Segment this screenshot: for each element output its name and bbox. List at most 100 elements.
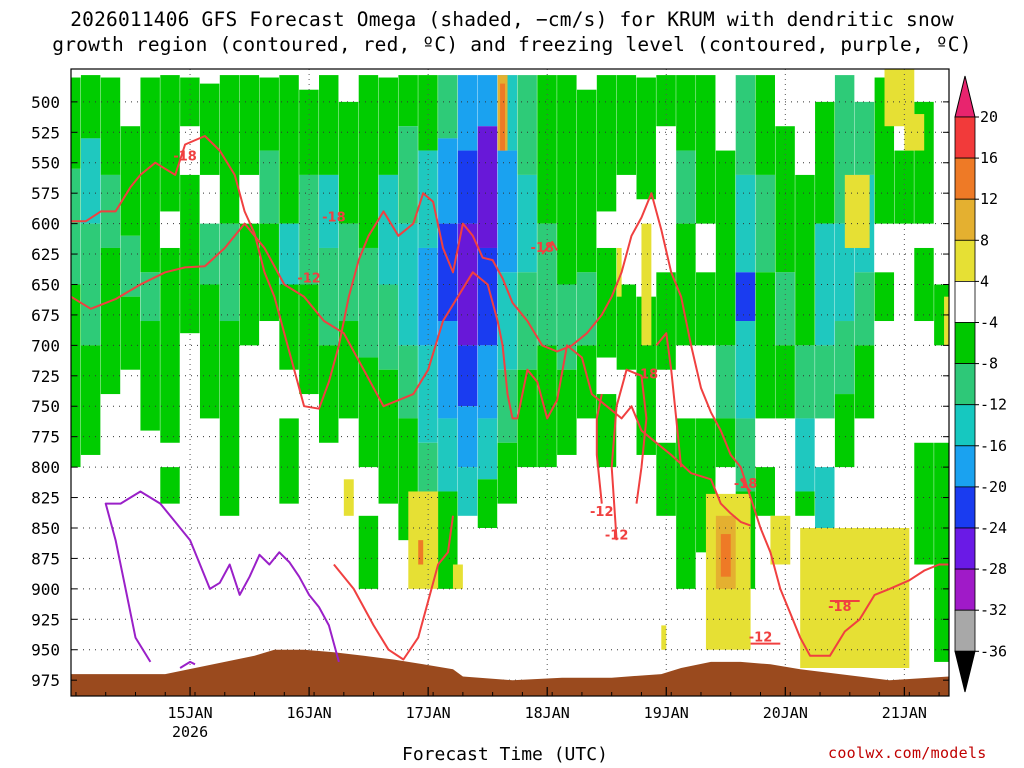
omega-cell bbox=[438, 321, 458, 419]
x-tick-label: 16JAN bbox=[287, 704, 332, 722]
y-tick-label: 900 bbox=[31, 580, 60, 599]
omega-cell bbox=[418, 540, 424, 565]
omega-cell bbox=[120, 296, 141, 370]
omega-cell bbox=[795, 345, 815, 419]
colorbar-segment bbox=[954, 568, 976, 611]
dgz-contour bbox=[595, 393, 603, 504]
omega-cell bbox=[800, 527, 910, 668]
omega-cell bbox=[259, 77, 279, 151]
omega-cell bbox=[676, 150, 696, 224]
omega-cell bbox=[497, 150, 518, 273]
omega-cell bbox=[596, 247, 617, 358]
colorbar-top-arrow bbox=[954, 75, 976, 118]
dgz-contour bbox=[333, 515, 454, 661]
omega-cell bbox=[358, 515, 379, 589]
dgz-contour bbox=[655, 332, 683, 468]
colorbar-label: -36 bbox=[980, 642, 1007, 660]
omega-cell bbox=[457, 150, 478, 224]
omega-cell bbox=[795, 491, 815, 516]
omega-cell bbox=[398, 345, 418, 419]
omega-cell bbox=[854, 345, 875, 419]
colorbar-label: -20 bbox=[980, 478, 1007, 496]
colorbar-label: -12 bbox=[980, 396, 1007, 414]
x-tick-label: 15JAN bbox=[167, 704, 212, 722]
omega-cell bbox=[477, 479, 498, 528]
y-tick-label: 775 bbox=[31, 428, 60, 447]
y-tick-label: 750 bbox=[31, 397, 60, 416]
omega-cell bbox=[576, 345, 597, 419]
colorbar: 20 16 12 8 4 -4 -8 -12 -16 -20 -24 -28 -32 -36 bbox=[954, 75, 1007, 693]
omega-cell bbox=[219, 223, 240, 322]
plot-frame bbox=[70, 68, 950, 697]
colorbar-segment bbox=[954, 527, 976, 570]
omega-cell bbox=[517, 75, 537, 175]
omega-cell bbox=[914, 442, 934, 565]
dgz-contour bbox=[541, 240, 558, 255]
dgz-contour-label: -18 bbox=[635, 368, 659, 383]
colorbar-label: 4 bbox=[980, 272, 989, 290]
colorbar-label: 16 bbox=[980, 149, 998, 167]
dgz-contour-label: -12 bbox=[749, 631, 773, 646]
y-tick-label: 850 bbox=[31, 519, 60, 538]
y-tick-label: 675 bbox=[31, 306, 60, 325]
colorbar-segment bbox=[954, 404, 976, 447]
colorbar-label: -16 bbox=[980, 437, 1007, 455]
omega-cell bbox=[904, 114, 925, 151]
omega-cell bbox=[696, 272, 716, 346]
omega-cell bbox=[358, 357, 379, 468]
omega-cell bbox=[457, 75, 478, 151]
omega-cell bbox=[596, 394, 617, 468]
omega-cell bbox=[616, 247, 622, 297]
omega-cell bbox=[676, 75, 696, 151]
source-credit-link[interactable]: coolwx.com/models bbox=[828, 744, 987, 762]
omega-cell bbox=[720, 534, 731, 577]
omega-cell bbox=[557, 75, 577, 285]
omega-cell bbox=[438, 138, 458, 224]
omega-cell bbox=[279, 223, 299, 285]
dgz-contour-label: -18 bbox=[173, 150, 197, 165]
omega-cell bbox=[854, 272, 875, 346]
y-tick-label: 700 bbox=[31, 336, 60, 355]
x-year-label: 2026 bbox=[172, 723, 208, 741]
omega-cell bbox=[815, 345, 835, 419]
omega-cell bbox=[735, 75, 756, 175]
omega-cell bbox=[844, 174, 870, 248]
omega-cell bbox=[477, 418, 498, 480]
omega-cell bbox=[715, 345, 736, 419]
contour-layer bbox=[71, 135, 949, 669]
colorbar-segment bbox=[954, 486, 976, 529]
omega-cell bbox=[557, 284, 577, 370]
omega-cell bbox=[140, 77, 160, 273]
colorbar-segment bbox=[954, 609, 976, 652]
omega-cell bbox=[477, 345, 498, 419]
omega-cell bbox=[770, 515, 791, 565]
y-tick-label: 500 bbox=[31, 93, 60, 112]
terrain-fill bbox=[71, 649, 949, 696]
colorbar-label: -24 bbox=[980, 519, 1007, 537]
freezing-level-contour bbox=[179, 660, 196, 669]
omega-cell bbox=[358, 75, 379, 248]
y-tick-label: 975 bbox=[31, 671, 60, 690]
y-tick-label: 575 bbox=[31, 184, 60, 203]
dgz-contour-label: -18 bbox=[734, 477, 758, 492]
omega-cell bbox=[735, 174, 756, 273]
omega-cell bbox=[735, 272, 756, 322]
omega-cell bbox=[576, 89, 597, 273]
omega-cell bbox=[239, 75, 260, 175]
omega-cell bbox=[398, 223, 418, 346]
omega-cell bbox=[477, 126, 498, 248]
colorbar-label: 20 bbox=[980, 108, 998, 126]
y-tick-label: 625 bbox=[31, 245, 60, 264]
omega-cell bbox=[497, 272, 518, 370]
omega-cell bbox=[477, 247, 498, 346]
omega-cell bbox=[715, 150, 736, 346]
omega-cell bbox=[418, 247, 438, 346]
omega-cell bbox=[755, 467, 775, 516]
chart-title-line-2: growth region (contoured, red, ºC) and f… bbox=[52, 33, 972, 56]
colorbar-segment bbox=[954, 363, 976, 406]
omega-cell bbox=[557, 369, 577, 455]
dgz-contour-label: -12 bbox=[605, 528, 629, 543]
omega-cell bbox=[438, 418, 458, 492]
omega-cell bbox=[755, 174, 775, 273]
